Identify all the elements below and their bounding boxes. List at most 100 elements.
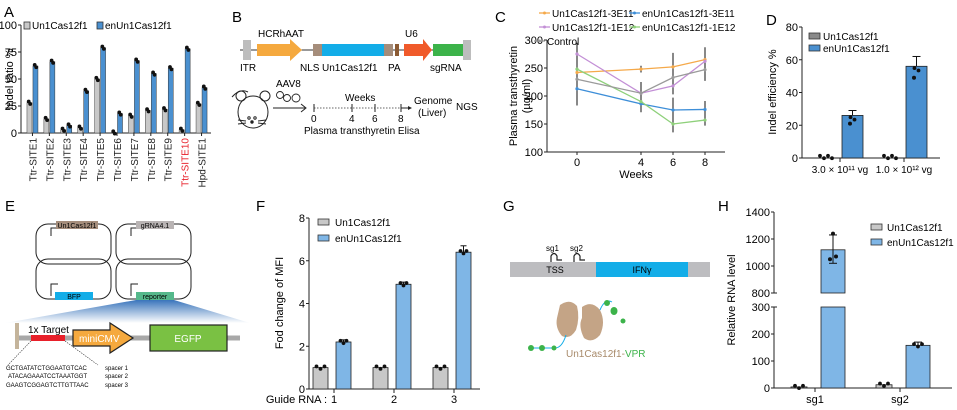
label-nls: NLS <box>300 63 320 74</box>
data-point <box>45 118 50 123</box>
series-point <box>703 107 707 112</box>
data-point <box>129 115 134 119</box>
y-axis-label: Indel efficiency % <box>767 49 779 135</box>
label-hcrhaat: HCRhAAT <box>258 29 304 40</box>
bar-enun1cas12f1 <box>134 60 140 134</box>
x-axis-label: Weeks <box>619 169 653 181</box>
bar-enun1cas12f1 <box>184 48 191 134</box>
data-point <box>801 383 805 388</box>
label-weeks: Weeks <box>345 93 375 104</box>
y-tick-label: 100 <box>0 20 17 32</box>
plasmid-label-un1cas12f1: Un1Cas12f1 <box>58 223 97 230</box>
data-point <box>916 68 921 73</box>
data-point <box>886 381 890 386</box>
label-un1cas12f1: Un1Cas12f1 <box>322 63 378 74</box>
x-tick-label: sg1 <box>806 394 824 406</box>
data-point <box>826 153 830 158</box>
bar-enun1cas12f1 <box>841 115 864 159</box>
data-point <box>818 153 822 158</box>
bar-enun1cas12f1 <box>201 87 208 134</box>
legend-swatch-enun1cas12f1 <box>808 44 821 52</box>
y-tick-label: 300 <box>525 35 543 47</box>
panel-label-e: E <box>5 198 15 215</box>
chart-h-relative-rna: 800 1000 1200 1400 0 100 200 300 Relative RNA le… <box>726 207 954 406</box>
y-tick-label: 1000 <box>746 261 770 273</box>
label-minicmv: miniCMV <box>79 334 120 345</box>
y-tick-label: 4 <box>299 299 305 311</box>
data-point <box>848 121 852 126</box>
bar-enun1cas12f1 <box>905 65 928 159</box>
x-tick-label: 6 <box>670 157 676 169</box>
chart-c-plasma-transthyretin: 100 150 200 250 300 0 4 6 8 Weeks Plasma transthyr… <box>508 9 736 181</box>
x-axis-prefix-label: Guide RNA : <box>266 394 327 406</box>
data-point <box>912 66 917 70</box>
y-tick-label: 200 <box>525 91 543 103</box>
series-point <box>671 65 675 69</box>
y-tick-label: 75 <box>5 47 17 59</box>
x-tick-label: sg2 <box>891 394 909 406</box>
data-point <box>318 366 323 371</box>
data-point <box>152 72 157 77</box>
x-tick-label: 3.0 × 10¹¹ vg <box>812 165 868 176</box>
data-point <box>797 386 801 391</box>
panel-g-crispra-diagram: TSS IFNγ sg1 sg2 Un1Cas12f1-VPR <box>510 244 710 360</box>
legend-marker <box>543 25 546 29</box>
label-sgrna: sgRNA <box>430 63 462 74</box>
reporter-left-end <box>15 323 19 349</box>
legend-marker <box>633 25 636 29</box>
x-tick-label: Ttr-SITE9 <box>164 138 175 182</box>
minicmv-arrow <box>72 321 135 355</box>
bar-enun1cas12f1 <box>335 341 352 390</box>
timeline-ticks <box>313 104 402 112</box>
label-target: 1x Target <box>28 325 69 336</box>
data-point <box>920 342 924 347</box>
x-tick-label: 1 <box>331 394 337 406</box>
series-point <box>703 59 707 63</box>
plasmid-outlines <box>35 223 192 300</box>
y-tick-label: 20 <box>786 120 798 132</box>
legend-swatch-enun1cas12f1 <box>870 238 883 246</box>
label-egfp: EGFP <box>174 334 202 345</box>
y-tick-label: 40 <box>786 88 798 100</box>
series-line-un1cas12f1-3e11 <box>576 58 706 74</box>
y-axis-label: Relative RNA level <box>726 254 738 345</box>
y-tick-label: 150 <box>525 119 543 131</box>
y-tick-label: 8 <box>299 213 305 225</box>
data-point <box>830 156 834 161</box>
data-point <box>112 131 117 136</box>
x-tick-label: Ttr-SITE2 <box>45 138 56 182</box>
y-tick-label: 0 <box>11 128 17 140</box>
data-point <box>442 364 447 369</box>
chart-f-fold-change-mfi: 0 2 4 6 8 Fod change of MFI Un1Cas12f1 enUn1Cas… <box>266 213 480 406</box>
timeline-tick-6: 6 <box>372 114 378 125</box>
egfp-box <box>149 324 228 352</box>
legend-label-enun1cas12f1: enUn1Cas12f1 <box>823 44 890 55</box>
series-point <box>671 108 675 112</box>
sg1-hairpin-icon <box>550 252 562 262</box>
series-point <box>575 87 579 91</box>
data-point <box>882 384 886 388</box>
data-point <box>461 251 466 256</box>
timeline-tick-8: 8 <box>398 114 404 125</box>
data-point <box>180 129 185 133</box>
series-point <box>639 102 643 106</box>
series-point <box>671 122 675 126</box>
series-point <box>575 70 579 75</box>
label-elisa: Plasma transthyretin Elisa <box>304 126 420 137</box>
bar-un1cas12f1 <box>145 110 151 134</box>
mouse-icon <box>231 90 271 129</box>
panel-label-c: C <box>495 9 506 26</box>
y-tick-label: 2 <box>299 341 305 353</box>
data-point <box>344 338 349 343</box>
plasmid-label-grna: gRNA4.1 <box>141 223 170 230</box>
data-point <box>186 48 191 52</box>
cas-protein-icon <box>556 301 603 341</box>
data-point <box>404 281 409 285</box>
data-point <box>458 249 463 253</box>
legend-marker <box>538 39 541 43</box>
data-point <box>828 257 832 262</box>
legend-label-un1cas12f1: Un1Cas12f1 <box>32 21 88 32</box>
data-point <box>886 156 890 161</box>
legend-label: Control <box>547 37 579 48</box>
